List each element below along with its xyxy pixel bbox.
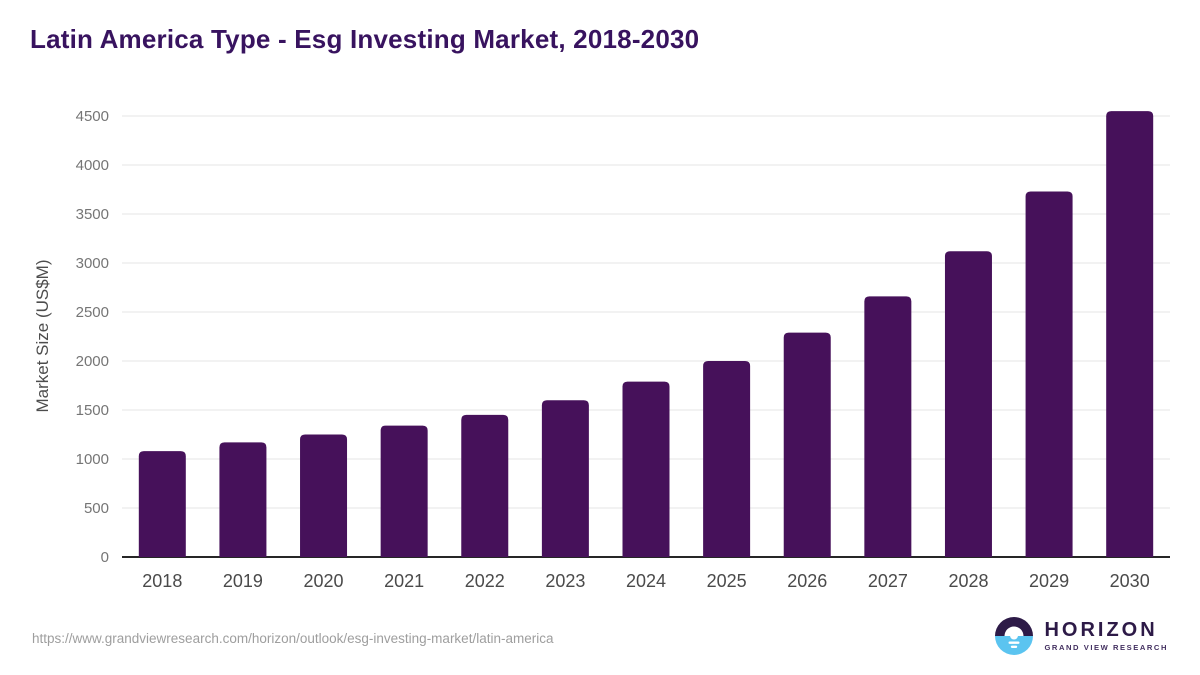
bar-2022 [461,414,509,557]
x-tick-label-2018: 2018 [142,571,182,591]
bar-2027 [864,296,912,557]
x-tick-label-2020: 2020 [304,571,344,591]
x-tick-label-2022: 2022 [465,571,505,591]
logo-text-block: HORIZON GRAND VIEW RESEARCH [1044,620,1168,652]
y-tick-label-4000: 4000 [76,157,109,174]
logo-wave-line-1 [1008,641,1020,644]
x-tick-label-2023: 2023 [545,571,585,591]
logo-arc-shape [995,617,1034,636]
bar-2029 [1025,191,1073,557]
x-tick-label-2026: 2026 [787,571,827,591]
bar-2025 [703,361,751,557]
logo-water-shape [995,636,1034,655]
y-tick-label-3500: 3500 [76,206,109,223]
x-tick-label-2028: 2028 [948,571,988,591]
bar-2030 [1106,111,1154,557]
x-tick-label-2029: 2029 [1029,571,1069,591]
chart-title: Latin America Type - Esg Investing Marke… [30,24,700,54]
logo-sun-shape [1010,631,1019,640]
x-tick-label-2025: 2025 [707,571,747,591]
y-tick-label-0: 0 [101,549,109,566]
bar-2018 [138,451,186,557]
bar-2019 [219,442,267,557]
logo-wave-line-2 [1011,645,1018,648]
x-tick-label-2019: 2019 [223,571,263,591]
bar-2028 [944,251,992,558]
x-tick-label-2027: 2027 [868,571,908,591]
bar-2023 [541,400,589,557]
bar-2026 [783,332,831,557]
bar-chart-plot: 0 500 1000 1500 2000 2500 3000 3500 4000 4500 2018… [76,108,1170,591]
bar-2024 [622,381,670,557]
x-tick-label-2030: 2030 [1110,571,1150,591]
y-tick-label-2500: 2500 [76,304,109,321]
y-tick-label-1000: 1000 [76,451,109,468]
y-tick-label-4500: 4500 [76,108,109,125]
bar-2020 [300,434,348,557]
source-url: https://www.grandviewresearch.com/horizo… [32,631,554,646]
y-tick-label-3000: 3000 [76,255,109,272]
x-tick-label-2021: 2021 [384,571,424,591]
horizon-logo: HORIZON GRAND VIEW RESEARCH [994,616,1168,656]
horizon-sunset-icon [995,617,1034,655]
bar-2021 [380,425,428,557]
logo-sub-brand-text: GRAND VIEW RESEARCH [1044,643,1168,652]
logo-brand-text: HORIZON [1044,619,1158,641]
x-tick-label-2024: 2024 [626,571,666,591]
y-tick-label-2000: 2000 [76,353,109,370]
y-tick-label-500: 500 [84,500,109,517]
y-tick-label-1500: 1500 [76,402,109,419]
